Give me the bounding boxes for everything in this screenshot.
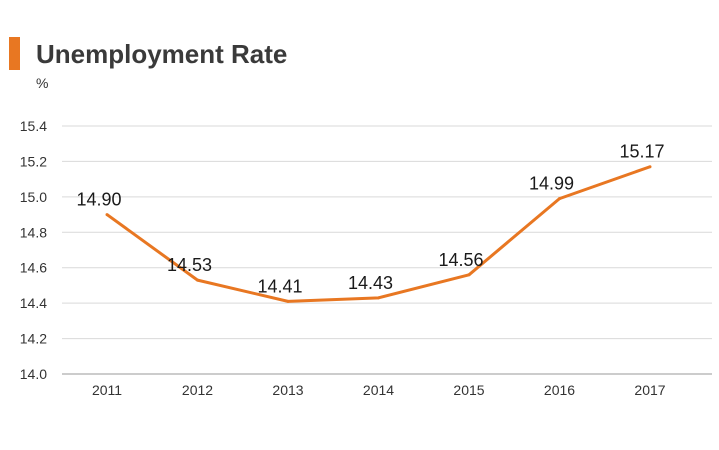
y-tick-label: 15.0	[20, 189, 47, 205]
data-point	[196, 278, 199, 282]
y-tick-label: 14.0	[20, 366, 47, 382]
y-tick-label: 15.2	[20, 153, 47, 169]
title-accent-bar	[9, 37, 20, 70]
y-tick-label: 14.4	[20, 295, 47, 311]
data-label: 14.56	[438, 250, 483, 270]
x-tick-label: 2011	[92, 382, 122, 398]
data-point	[377, 296, 380, 300]
data-label: 15.17	[619, 142, 664, 162]
data-label: 14.90	[76, 190, 121, 210]
data-point	[286, 299, 290, 303]
y-tick-label: 14.2	[20, 331, 47, 347]
data-label: 14.53	[167, 255, 212, 275]
y-tick-label: 15.4	[20, 118, 47, 134]
data-label: 14.99	[529, 174, 574, 194]
y-tick-label: 14.6	[20, 260, 47, 276]
data-label: 14.41	[257, 276, 302, 296]
x-tick-label: 2012	[182, 382, 213, 398]
data-point	[558, 197, 561, 201]
y-gridlines	[62, 125, 712, 375]
y-tick-labels: 14.0 14.2 14.4 14.6 14.8 15.0 15.2 15.4	[20, 118, 47, 382]
x-tick-label: 2015	[453, 382, 484, 398]
y-axis-unit: %	[36, 75, 49, 91]
data-point	[467, 273, 471, 277]
x-tick-label: 2017	[634, 382, 665, 398]
x-tick-label: 2013	[272, 382, 303, 398]
data-point	[648, 165, 652, 169]
x-tick-label: 2016	[544, 382, 575, 398]
data-labels: 14.90 14.53 14.41 14.43 14.56 14.99 15.17	[76, 142, 664, 297]
chart-title: Unemployment Rate	[36, 39, 288, 69]
x-tick-label: 2014	[363, 382, 394, 398]
series-line-group	[105, 165, 652, 303]
data-point	[105, 213, 109, 217]
y-tick-label: 14.8	[20, 224, 47, 240]
data-label: 14.43	[348, 273, 393, 293]
x-tick-labels: 2011 2012 2013 2014 2015 2016 2017	[92, 382, 666, 398]
